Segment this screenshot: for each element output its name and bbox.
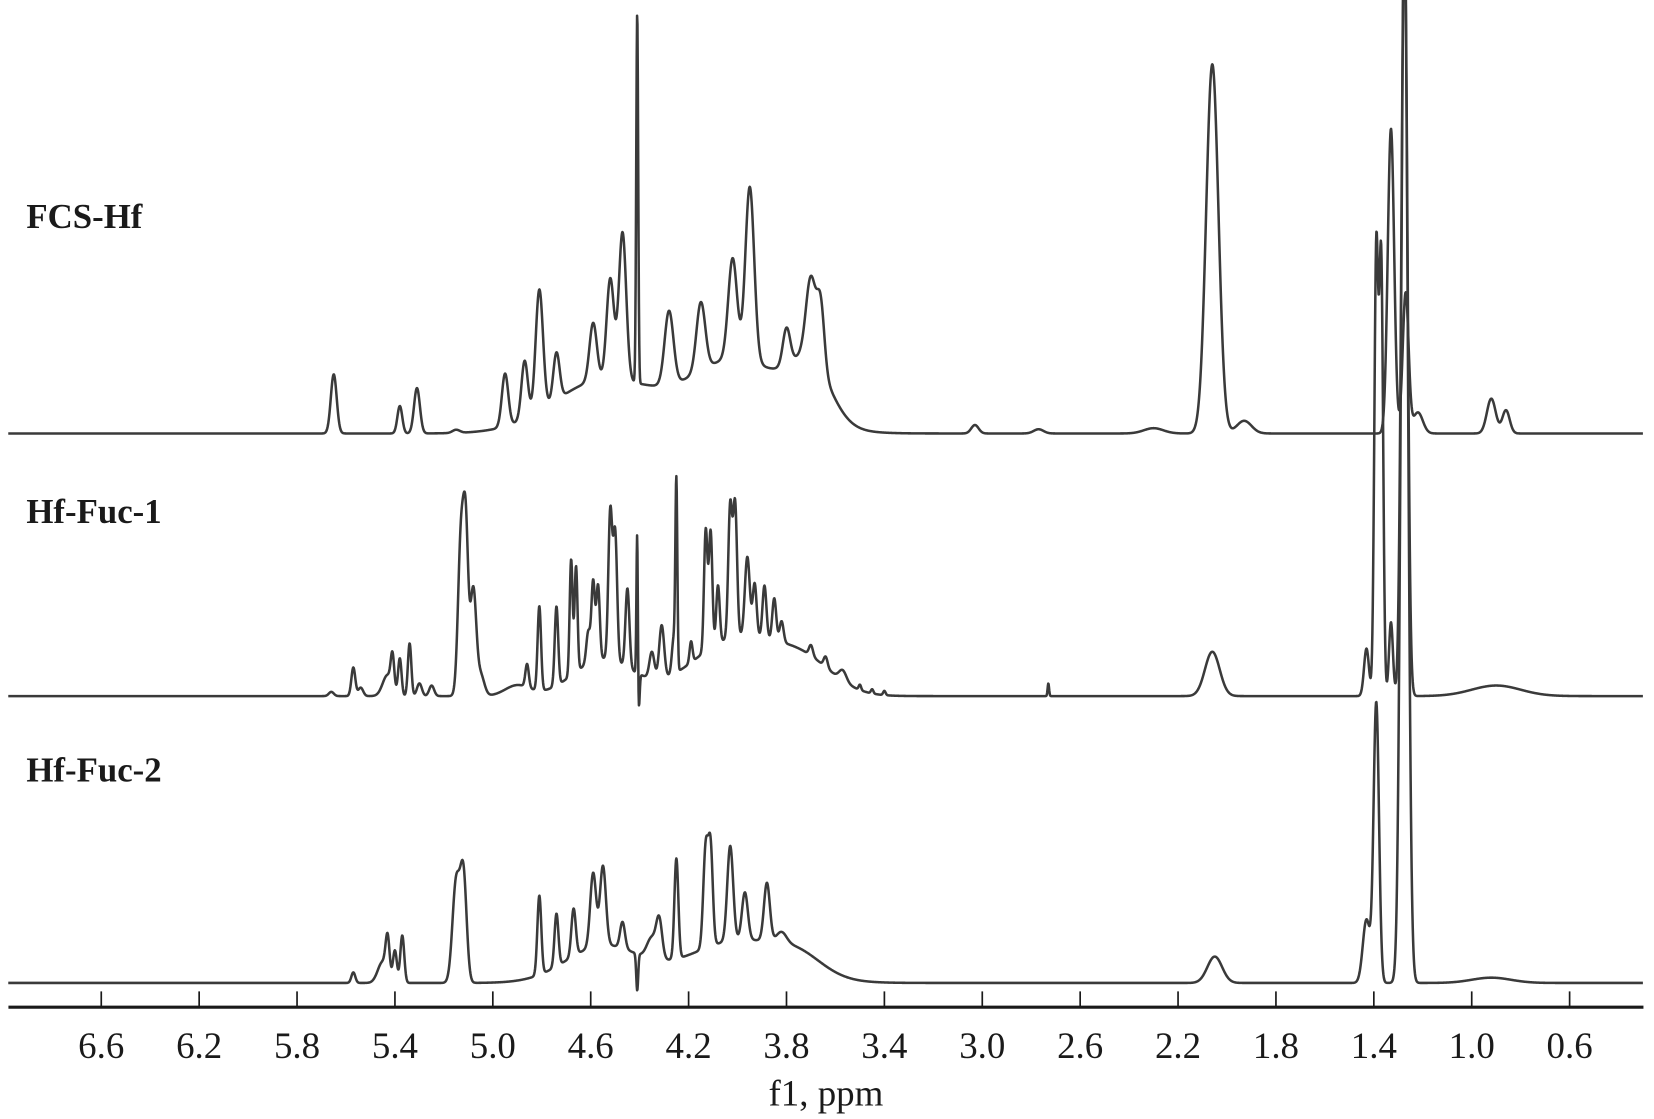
x-axis-ticks: 6.6 6.2 5.8 5.4 5.0 4.6 4.2 3.8 3.4 3.0 2.6 2.2 1.8 1…	[78, 991, 1593, 1066]
x-tick-label: 4.2	[666, 1025, 712, 1066]
x-tick-label: 1.0	[1449, 1025, 1495, 1066]
x-tick-label: 0.6	[1547, 1025, 1593, 1066]
x-tick-label: 5.8	[274, 1025, 320, 1066]
x-tick-label: 5.4	[372, 1025, 418, 1066]
spectra-group	[7, 0, 1644, 992]
x-axis-label: f1, ppm	[769, 1072, 884, 1113]
x-tick-label: 5.0	[470, 1025, 516, 1066]
x-tick-label: 2.2	[1155, 1025, 1201, 1066]
series-label-hf-fuc-1: Hf-Fuc-1	[26, 492, 161, 531]
x-tick-label: 4.6	[568, 1025, 614, 1066]
x-tick-label: 3.8	[763, 1025, 809, 1066]
spectrum-line-hf-fuc-1	[7, 0, 1644, 707]
spectrum-line-fcs-hf	[7, 14, 1644, 435]
x-tick-label: 1.8	[1253, 1025, 1299, 1066]
series-label-hf-fuc-2: Hf-Fuc-2	[26, 751, 161, 790]
x-tick-label: 2.6	[1057, 1025, 1103, 1066]
x-tick-label: 6.6	[78, 1025, 124, 1066]
spectrum-line-hf-fuc-2	[7, 0, 1644, 992]
series-label-fcs-hf: FCS-Hf	[26, 197, 142, 236]
x-tick-label: 3.0	[959, 1025, 1005, 1066]
x-tick-label: 6.2	[176, 1025, 222, 1066]
x-tick-label: 1.4	[1351, 1025, 1397, 1066]
x-tick-label: 3.4	[861, 1025, 907, 1066]
